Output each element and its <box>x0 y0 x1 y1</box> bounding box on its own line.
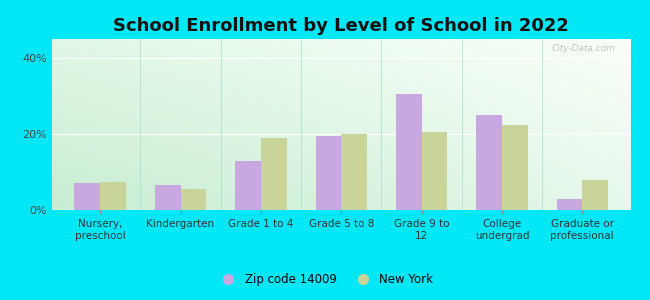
Bar <box>155 185 181 210</box>
Bar <box>181 189 206 210</box>
Bar <box>100 182 126 210</box>
Bar <box>556 199 582 210</box>
Bar <box>235 160 261 210</box>
Bar <box>315 136 341 210</box>
Bar <box>582 180 608 210</box>
Bar <box>341 134 367 210</box>
Bar <box>396 94 422 210</box>
Bar <box>261 138 287 210</box>
Legend: Zip code 14009, New York: Zip code 14009, New York <box>212 269 438 291</box>
Bar <box>476 115 502 210</box>
Title: School Enrollment by Level of School in 2022: School Enrollment by Level of School in … <box>113 17 569 35</box>
Bar <box>422 132 447 210</box>
Text: City-Data.com: City-Data.com <box>552 44 616 53</box>
Bar <box>75 183 100 210</box>
Bar <box>502 124 528 210</box>
